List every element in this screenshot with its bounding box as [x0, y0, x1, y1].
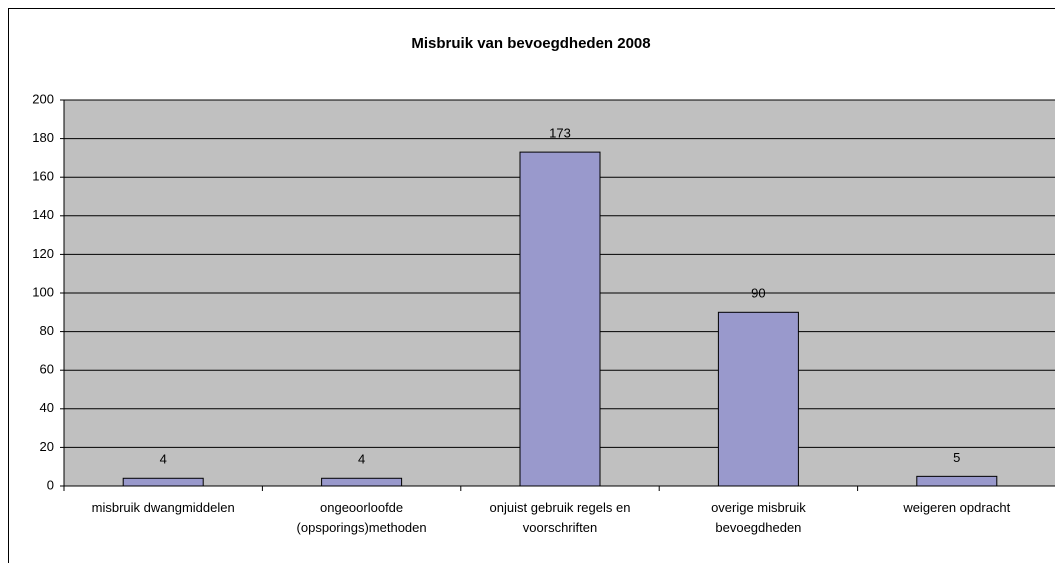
data-label: 4: [160, 452, 167, 467]
bar: [122, 477, 204, 487]
x-tick-label: misbruik dwangmiddelen: [91, 500, 235, 515]
y-tick-label: 80: [40, 323, 54, 338]
bar: [916, 475, 998, 487]
y-tick-label: 200: [32, 91, 54, 106]
y-tick-label: 160: [32, 169, 54, 184]
bar: [519, 151, 601, 487]
y-tick-label: 140: [32, 207, 54, 222]
y-tick-label: 180: [32, 130, 54, 145]
bar: [321, 477, 403, 487]
chart-title: Misbruik van bevoegdheden 2008: [411, 35, 650, 52]
bar: [717, 311, 799, 487]
x-tick-label: onjuist gebruik regels en voorschriften: [489, 500, 631, 535]
y-tick-label: 40: [40, 400, 54, 415]
y-tick-label: 0: [47, 477, 54, 492]
y-tick-label: 100: [32, 284, 54, 299]
data-label: 5: [953, 450, 960, 465]
y-tick-label: 60: [40, 362, 54, 377]
y-tick-label: 120: [32, 246, 54, 261]
data-label: 4: [358, 452, 365, 467]
x-tick-label: ongeoorloofde (opsporings)methoden: [296, 500, 427, 535]
x-tick-label: overige misbruik bevoegdheden: [711, 500, 806, 535]
y-tick-label: 20: [40, 439, 54, 454]
data-label: 90: [751, 286, 765, 301]
data-label: 173: [549, 126, 571, 141]
x-tick-label: weigeren opdracht: [903, 500, 1011, 515]
